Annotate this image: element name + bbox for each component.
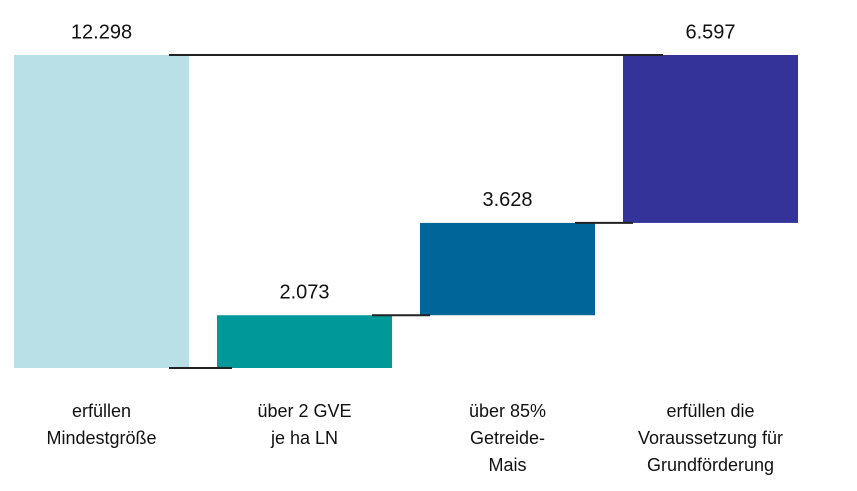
value-label: 12.298 bbox=[71, 21, 132, 43]
category-label: erfüllen bbox=[72, 401, 131, 421]
category-label: Getreide- bbox=[470, 428, 545, 448]
bar bbox=[623, 55, 798, 223]
category-label: erfüllen die bbox=[666, 401, 754, 421]
bar bbox=[217, 315, 392, 368]
category-label: je ha LN bbox=[270, 428, 338, 448]
value-label: 2.073 bbox=[279, 282, 329, 304]
category-label: über 2 GVE bbox=[257, 401, 351, 421]
category-label: über 85% bbox=[469, 401, 546, 421]
value-label: 6.597 bbox=[685, 21, 735, 43]
bar bbox=[14, 55, 189, 368]
value-label: 3.628 bbox=[482, 189, 532, 211]
category-label: Grundförderung bbox=[647, 455, 774, 475]
bar bbox=[420, 222, 595, 316]
category-label: Voraussetzung für bbox=[638, 428, 783, 448]
category-label: Mais bbox=[488, 455, 526, 475]
category-label: Mindestgröße bbox=[46, 428, 156, 448]
